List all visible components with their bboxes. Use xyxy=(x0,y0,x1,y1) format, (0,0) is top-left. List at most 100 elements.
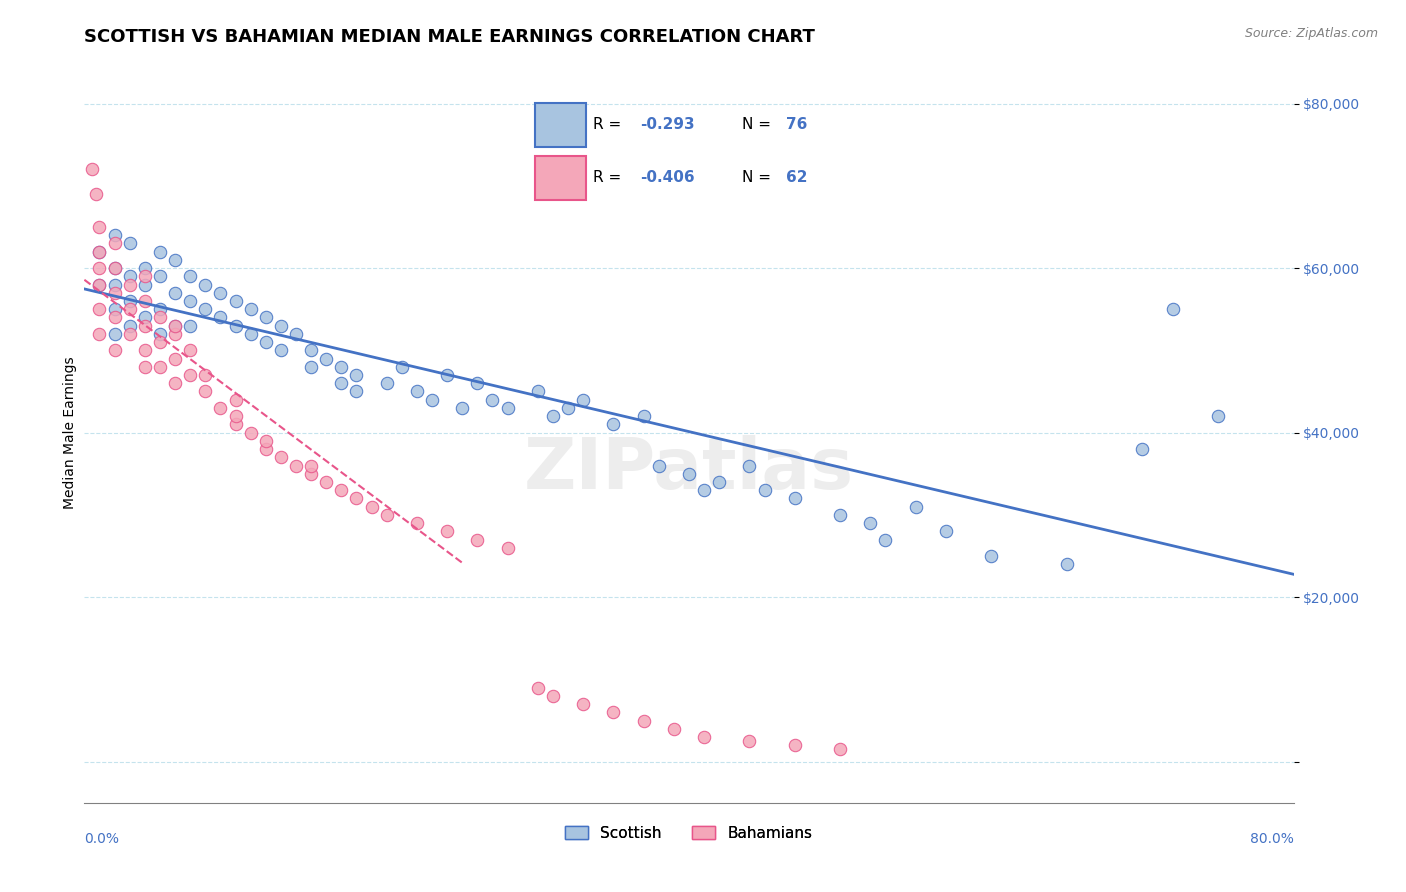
Point xyxy=(935,524,957,539)
Point xyxy=(89,302,111,317)
Point xyxy=(754,483,776,498)
Point xyxy=(165,318,187,333)
Point xyxy=(134,318,156,333)
Point xyxy=(89,326,111,341)
Point xyxy=(467,376,489,391)
Point xyxy=(1130,442,1153,456)
Point xyxy=(209,285,232,300)
Point xyxy=(165,326,187,341)
Point xyxy=(209,310,232,325)
Point xyxy=(527,384,550,399)
Point xyxy=(541,409,564,424)
Point xyxy=(89,244,111,259)
Point xyxy=(118,302,141,317)
Point xyxy=(165,376,187,391)
Point xyxy=(830,508,852,522)
Point xyxy=(904,500,927,514)
Point xyxy=(783,491,806,506)
Point xyxy=(527,681,550,695)
Point xyxy=(179,318,201,333)
Point xyxy=(830,742,852,756)
Point xyxy=(285,458,308,473)
Point xyxy=(149,326,172,341)
Point xyxy=(360,500,382,514)
Text: SCOTTISH VS BAHAMIAN MEDIAN MALE EARNINGS CORRELATION CHART: SCOTTISH VS BAHAMIAN MEDIAN MALE EARNING… xyxy=(84,28,815,45)
Point xyxy=(1161,302,1184,317)
Point xyxy=(254,442,277,456)
Point xyxy=(980,549,1002,563)
Point xyxy=(165,285,187,300)
Point xyxy=(104,261,127,276)
Text: Source: ZipAtlas.com: Source: ZipAtlas.com xyxy=(1244,27,1378,40)
Point xyxy=(194,384,217,399)
Point xyxy=(738,734,761,748)
Point xyxy=(104,343,127,358)
Point xyxy=(678,467,700,481)
Point xyxy=(134,359,156,374)
Point xyxy=(89,261,111,276)
Point xyxy=(104,228,127,243)
Point xyxy=(104,261,127,276)
Point xyxy=(451,401,474,415)
Point xyxy=(299,343,322,358)
Point xyxy=(436,368,458,382)
Point xyxy=(80,162,103,177)
Point xyxy=(134,269,156,284)
Point xyxy=(299,458,322,473)
Point xyxy=(859,516,882,530)
Point xyxy=(375,376,398,391)
Point xyxy=(783,738,806,752)
Point xyxy=(254,335,277,350)
Point xyxy=(346,368,368,382)
Point xyxy=(467,533,489,547)
Point xyxy=(104,285,127,300)
Point xyxy=(239,302,262,317)
Point xyxy=(557,401,579,415)
Point xyxy=(330,483,353,498)
Point xyxy=(179,293,201,308)
Point xyxy=(165,252,187,267)
Point xyxy=(194,368,217,382)
Point xyxy=(375,508,398,522)
Point xyxy=(875,533,897,547)
Point xyxy=(420,392,443,407)
Point xyxy=(194,277,217,292)
Point xyxy=(572,392,595,407)
Point xyxy=(89,219,111,234)
Point xyxy=(633,409,655,424)
Point xyxy=(149,335,172,350)
Point xyxy=(104,277,127,292)
Point xyxy=(315,475,337,489)
Point xyxy=(633,714,655,728)
Text: 80.0%: 80.0% xyxy=(1250,832,1294,847)
Point xyxy=(179,343,201,358)
Legend: Scottish, Bahamians: Scottish, Bahamians xyxy=(560,820,818,847)
Point xyxy=(738,458,761,473)
Point xyxy=(225,417,247,432)
Point xyxy=(709,475,731,489)
Point xyxy=(225,318,247,333)
Point xyxy=(693,483,716,498)
Point xyxy=(270,343,292,358)
Point xyxy=(118,269,141,284)
Point xyxy=(254,310,277,325)
Y-axis label: Median Male Earnings: Median Male Earnings xyxy=(63,356,77,509)
Point xyxy=(134,310,156,325)
Point xyxy=(134,261,156,276)
Point xyxy=(118,277,141,292)
Point xyxy=(254,434,277,448)
Point xyxy=(149,302,172,317)
Point xyxy=(104,310,127,325)
Point xyxy=(165,351,187,366)
Point xyxy=(436,524,458,539)
Point xyxy=(89,244,111,259)
Point xyxy=(648,458,671,473)
Point xyxy=(209,401,232,415)
Point xyxy=(225,409,247,424)
Point xyxy=(662,722,685,736)
Point xyxy=(149,244,172,259)
Point xyxy=(270,450,292,465)
Point xyxy=(89,277,111,292)
Point xyxy=(541,689,564,703)
Point xyxy=(346,491,368,506)
